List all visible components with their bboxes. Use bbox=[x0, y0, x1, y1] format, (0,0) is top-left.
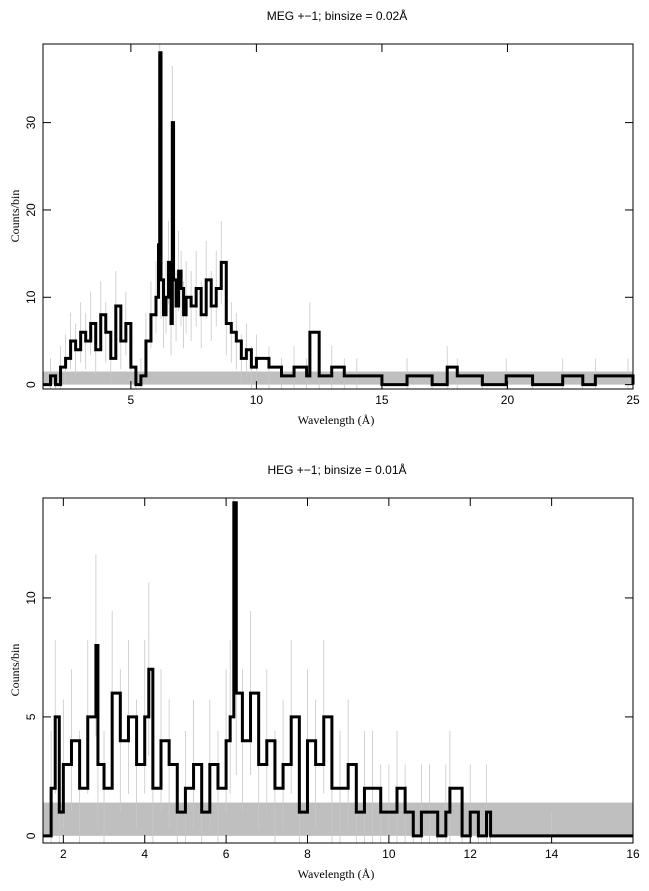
heg-background-band bbox=[43, 802, 633, 836]
spectrum-line bbox=[43, 501, 633, 838]
x-tick-label: 6 bbox=[223, 847, 230, 861]
y-tick-label: 5 bbox=[24, 713, 38, 720]
x-tick-label: 5 bbox=[128, 393, 135, 407]
meg-y-axis: 0 10 20 30 bbox=[24, 116, 633, 388]
y-tick-label: 10 bbox=[24, 290, 38, 304]
meg-background-band bbox=[43, 371, 633, 385]
y-tick-label: 0 bbox=[24, 832, 38, 839]
y-tick-label: 30 bbox=[24, 116, 38, 130]
heg-spectrum bbox=[42, 498, 634, 843]
x-tick-label: 14 bbox=[545, 847, 559, 861]
meg-plot-frame bbox=[42, 43, 634, 390]
heg-panel: HEG +−1; binsize = 0.01Å 2 4 6 8 10 12 14 16 0 5… bbox=[8, 462, 640, 881]
meg-x-axis-label: Wavelength (Å) bbox=[298, 413, 375, 427]
x-tick-label: 4 bbox=[141, 847, 148, 861]
y-tick-label: 0 bbox=[24, 381, 38, 388]
x-tick-label: 10 bbox=[250, 393, 264, 407]
x-tick-label: 10 bbox=[382, 847, 396, 861]
spectrum-line bbox=[43, 51, 635, 387]
meg-x-axis: 5 10 15 20 25 bbox=[128, 44, 640, 407]
x-tick-label: 20 bbox=[501, 393, 515, 407]
x-tick-label: 12 bbox=[464, 847, 478, 861]
heg-x-axis-label: Wavelength (Å) bbox=[298, 867, 375, 881]
heg-y-axis-label: Counts/bin bbox=[8, 644, 22, 697]
heg-x-axis: 2 4 6 8 10 12 14 16 bbox=[60, 498, 640, 861]
x-tick-label: 25 bbox=[626, 393, 640, 407]
x-tick-label: 16 bbox=[626, 847, 640, 861]
heg-y-axis: 0 5 10 bbox=[24, 591, 633, 839]
meg-panel: MEG +−1; binsize = 0.02Å 5 10 15 20 25 0 10 20… bbox=[8, 8, 640, 427]
meg-spectrum bbox=[42, 44, 635, 389]
x-tick-label: 8 bbox=[304, 847, 311, 861]
meg-y-axis-label: Counts/bin bbox=[8, 190, 22, 243]
y-tick-label: 20 bbox=[24, 203, 38, 217]
heg-plot-frame bbox=[42, 497, 634, 844]
heg-title: HEG +−1; binsize = 0.01Å bbox=[267, 462, 406, 477]
y-tick-label: 10 bbox=[24, 591, 38, 605]
x-tick-label: 15 bbox=[375, 393, 389, 407]
meg-title: MEG +−1; binsize = 0.02Å bbox=[267, 8, 407, 23]
x-tick-label: 2 bbox=[60, 847, 67, 861]
